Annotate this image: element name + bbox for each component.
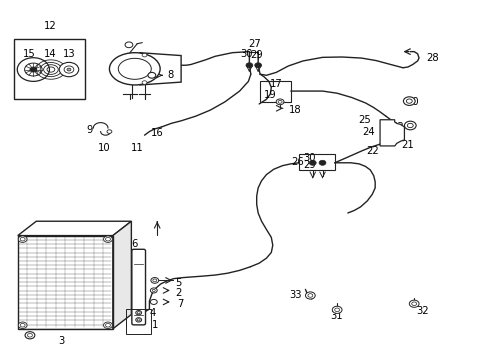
- Circle shape: [151, 278, 158, 283]
- Text: 24: 24: [362, 127, 374, 136]
- Polygon shape: [379, 120, 404, 146]
- Circle shape: [103, 322, 112, 328]
- Circle shape: [67, 68, 71, 71]
- Text: 9: 9: [86, 125, 92, 135]
- Polygon shape: [113, 221, 131, 329]
- Circle shape: [403, 97, 414, 105]
- Text: 6: 6: [131, 239, 138, 249]
- Circle shape: [276, 99, 284, 105]
- Text: 28: 28: [425, 53, 438, 63]
- Text: 3: 3: [58, 336, 64, 346]
- Circle shape: [25, 332, 35, 339]
- Text: 20: 20: [406, 97, 418, 107]
- Text: 25: 25: [358, 115, 370, 125]
- Text: 10: 10: [98, 143, 110, 153]
- Circle shape: [319, 160, 325, 165]
- Circle shape: [18, 322, 27, 328]
- Circle shape: [107, 130, 112, 134]
- Text: 29: 29: [250, 50, 263, 60]
- Circle shape: [59, 62, 79, 77]
- Text: 17: 17: [269, 79, 282, 89]
- Text: 23: 23: [390, 122, 403, 132]
- Circle shape: [245, 63, 252, 68]
- Circle shape: [150, 288, 157, 293]
- Text: 16: 16: [151, 129, 163, 138]
- Text: 32: 32: [415, 306, 428, 316]
- Text: 2: 2: [175, 288, 181, 298]
- Circle shape: [334, 308, 339, 312]
- Text: 26: 26: [290, 157, 303, 167]
- Circle shape: [142, 53, 147, 57]
- Circle shape: [142, 81, 147, 84]
- Circle shape: [152, 289, 155, 292]
- Circle shape: [404, 121, 415, 130]
- Circle shape: [153, 279, 157, 282]
- Circle shape: [125, 42, 133, 48]
- Circle shape: [278, 100, 282, 103]
- Text: 33: 33: [289, 290, 302, 300]
- Circle shape: [30, 67, 37, 72]
- Circle shape: [305, 292, 315, 299]
- Text: 7: 7: [177, 299, 183, 309]
- Text: 5: 5: [175, 278, 181, 288]
- Circle shape: [137, 319, 140, 321]
- Circle shape: [148, 72, 156, 78]
- Circle shape: [20, 237, 25, 241]
- Circle shape: [406, 99, 411, 103]
- Text: 8: 8: [167, 70, 173, 80]
- Circle shape: [331, 306, 341, 314]
- Polygon shape: [18, 221, 131, 235]
- Text: 19: 19: [263, 90, 276, 100]
- Text: 1: 1: [152, 320, 158, 330]
- Text: 30: 30: [303, 153, 315, 163]
- Polygon shape: [14, 39, 85, 99]
- Circle shape: [411, 302, 416, 306]
- Text: 14: 14: [43, 49, 56, 59]
- Text: 21: 21: [401, 140, 413, 150]
- Text: 30: 30: [240, 49, 253, 59]
- Circle shape: [137, 312, 140, 314]
- Text: 18: 18: [288, 105, 301, 115]
- Circle shape: [105, 237, 110, 241]
- Text: 22: 22: [365, 146, 378, 156]
- Circle shape: [64, 66, 74, 73]
- Circle shape: [407, 123, 412, 128]
- Circle shape: [150, 300, 157, 305]
- Ellipse shape: [109, 53, 160, 85]
- Circle shape: [136, 311, 142, 315]
- Text: 13: 13: [62, 49, 75, 59]
- Text: 27: 27: [247, 40, 260, 49]
- Circle shape: [408, 300, 418, 307]
- Text: 29: 29: [303, 160, 316, 170]
- Circle shape: [17, 58, 49, 81]
- Text: 12: 12: [44, 21, 57, 31]
- Text: 11: 11: [131, 143, 144, 153]
- Circle shape: [20, 323, 25, 327]
- Text: 31: 31: [329, 311, 342, 320]
- Text: 4: 4: [149, 309, 155, 318]
- Circle shape: [24, 63, 42, 76]
- Circle shape: [307, 294, 312, 297]
- Circle shape: [27, 333, 32, 337]
- Ellipse shape: [118, 58, 151, 79]
- Circle shape: [136, 318, 142, 322]
- FancyBboxPatch shape: [132, 249, 145, 325]
- Circle shape: [105, 323, 110, 327]
- Circle shape: [18, 236, 27, 242]
- Polygon shape: [140, 53, 181, 85]
- Circle shape: [103, 236, 112, 242]
- Circle shape: [254, 63, 261, 68]
- Circle shape: [309, 160, 316, 165]
- Text: 15: 15: [22, 49, 35, 59]
